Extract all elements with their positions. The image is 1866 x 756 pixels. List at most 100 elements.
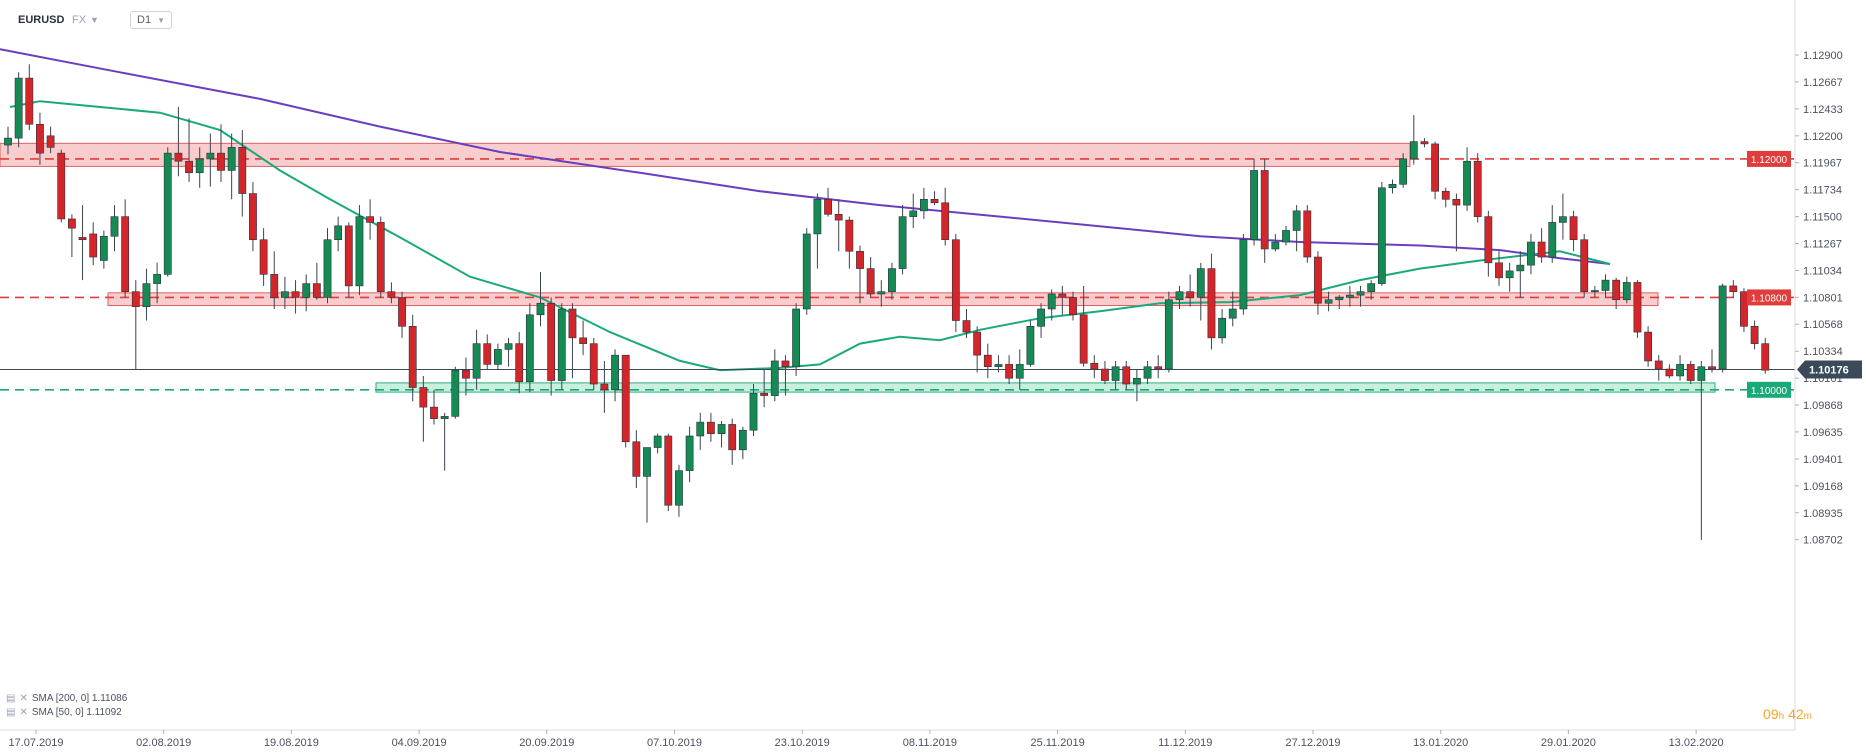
candle[interactable] xyxy=(89,222,98,266)
candle[interactable] xyxy=(398,291,406,338)
settings-icon[interactable]: ▤ xyxy=(6,693,16,704)
candle[interactable] xyxy=(770,349,779,402)
candle[interactable] xyxy=(653,433,662,454)
candle[interactable] xyxy=(57,149,66,223)
candle[interactable] xyxy=(217,124,225,182)
candle[interactable] xyxy=(312,262,321,300)
candle[interactable] xyxy=(728,418,737,465)
candle[interactable] xyxy=(302,274,311,312)
candle[interactable] xyxy=(1484,210,1493,277)
candle[interactable] xyxy=(675,464,683,517)
candle[interactable] xyxy=(25,64,34,131)
candle[interactable] xyxy=(291,280,300,314)
candle[interactable] xyxy=(174,106,183,177)
candle[interactable] xyxy=(1314,251,1322,315)
candle[interactable] xyxy=(121,199,130,298)
candle[interactable] xyxy=(131,280,140,370)
candle[interactable] xyxy=(951,233,960,333)
candle[interactable] xyxy=(430,389,438,425)
candle[interactable] xyxy=(323,228,332,304)
candle[interactable] xyxy=(1644,326,1652,367)
candle[interactable] xyxy=(1015,349,1024,390)
candle[interactable] xyxy=(462,357,470,396)
candle[interactable] xyxy=(1367,280,1376,300)
candle[interactable] xyxy=(781,355,790,396)
candle[interactable] xyxy=(1037,303,1045,338)
candle[interactable] xyxy=(387,282,396,304)
candle[interactable] xyxy=(1537,228,1546,263)
candle[interactable] xyxy=(813,193,822,269)
candle[interactable] xyxy=(1026,320,1035,367)
candle[interactable] xyxy=(1196,262,1205,321)
candle[interactable] xyxy=(1239,233,1248,315)
candle[interactable] xyxy=(1111,360,1120,390)
candle[interactable] xyxy=(153,262,161,304)
candle[interactable] xyxy=(1154,355,1163,379)
symbol-label[interactable]: EURUSD xyxy=(18,14,65,26)
candle[interactable] xyxy=(1548,205,1557,263)
candle[interactable] xyxy=(185,118,193,182)
candle[interactable] xyxy=(802,228,811,315)
candle[interactable] xyxy=(600,360,609,413)
candle[interactable] xyxy=(1143,360,1152,385)
candle[interactable] xyxy=(845,216,854,269)
candle[interactable] xyxy=(1612,277,1621,309)
candle[interactable] xyxy=(1047,289,1056,321)
candle[interactable] xyxy=(568,303,577,379)
candle[interactable] xyxy=(888,262,896,300)
candle[interactable] xyxy=(1101,360,1109,385)
candle[interactable] xyxy=(611,349,619,402)
candle[interactable] xyxy=(1260,158,1269,263)
candle[interactable] xyxy=(536,272,545,327)
candle[interactable] xyxy=(1740,288,1748,333)
candle[interactable] xyxy=(163,147,172,277)
candle[interactable] xyxy=(994,355,1003,373)
candle[interactable] xyxy=(1292,205,1301,252)
candle[interactable] xyxy=(557,303,566,390)
candle[interactable] xyxy=(99,230,108,269)
candle[interactable] xyxy=(249,181,257,252)
candle[interactable] xyxy=(1580,233,1589,298)
candle[interactable] xyxy=(1729,280,1738,298)
candle[interactable] xyxy=(941,187,950,246)
candle[interactable] xyxy=(738,426,747,460)
candle[interactable] xyxy=(1665,364,1674,379)
candle[interactable] xyxy=(1590,285,1599,298)
candle[interactable] xyxy=(1356,285,1365,307)
candle[interactable] xyxy=(472,329,481,390)
settings-icon[interactable]: ▤ xyxy=(6,707,16,718)
candle[interactable] xyxy=(1654,355,1663,381)
candle[interactable] xyxy=(1399,153,1408,188)
legend-sma50[interactable]: ▤ ✕ SMA [50, 0] 1.11092 xyxy=(6,707,122,718)
candle[interactable] xyxy=(856,245,864,304)
candle[interactable] xyxy=(1559,193,1567,240)
candle[interactable] xyxy=(1218,308,1226,344)
candle[interactable] xyxy=(1303,205,1312,263)
candle[interactable] xyxy=(1420,138,1429,148)
candle[interactable] xyxy=(1452,193,1461,252)
candle[interactable] xyxy=(68,214,76,258)
close-icon[interactable]: ✕ xyxy=(19,693,28,704)
candle[interactable] xyxy=(36,112,44,165)
candle[interactable] xyxy=(643,447,651,523)
candle[interactable] xyxy=(110,205,119,252)
candle[interactable] xyxy=(547,297,556,396)
candle[interactable] xyxy=(451,366,460,419)
candle[interactable] xyxy=(983,343,992,379)
candle[interactable] xyxy=(1697,360,1706,540)
candle[interactable] xyxy=(760,369,769,408)
candle[interactable] xyxy=(919,187,928,219)
zone-1.10000[interactable] xyxy=(375,382,1716,393)
candle[interactable] xyxy=(1527,233,1535,275)
candle[interactable] xyxy=(408,314,417,402)
candle[interactable] xyxy=(419,375,428,442)
candle[interactable] xyxy=(280,276,289,309)
candle[interactable] xyxy=(259,228,268,286)
candle[interactable] xyxy=(525,303,534,393)
candle[interactable] xyxy=(515,332,524,394)
candle[interactable] xyxy=(1473,153,1482,223)
candle[interactable] xyxy=(1569,210,1578,252)
candle[interactable] xyxy=(1463,147,1471,211)
candle[interactable] xyxy=(1282,225,1290,246)
